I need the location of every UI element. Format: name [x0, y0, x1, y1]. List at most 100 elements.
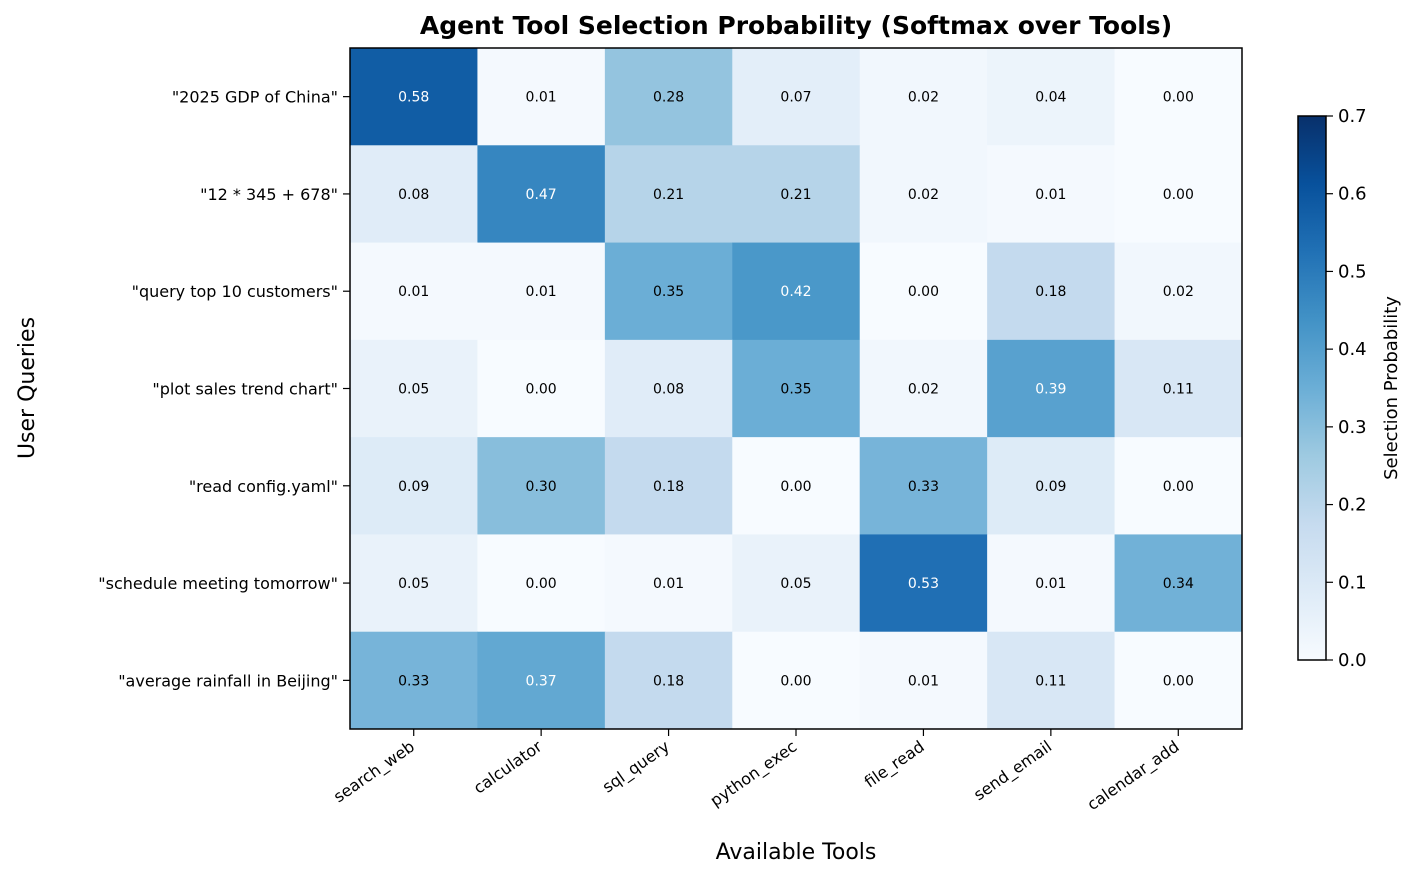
cell-value-label: 0.09: [398, 479, 429, 495]
cell-value-label: 0.00: [1163, 187, 1194, 203]
x-tick-label: calendar_add: [1083, 737, 1183, 815]
heatmap-cell: [604, 145, 733, 244]
cell-value-label: 0.00: [526, 382, 557, 398]
cell-value-label: 0.00: [908, 284, 939, 300]
colorbar-label: Selection Probability: [1381, 296, 1402, 480]
cell-value-label: 0.02: [908, 187, 939, 203]
heatmap-cell: [732, 339, 861, 438]
cell-value-label: 0.04: [1035, 90, 1066, 106]
heatmap-cell: [604, 339, 733, 438]
cell-value-label: 0.01: [526, 284, 557, 300]
cell-value-label: 0.30: [526, 479, 557, 495]
heatmap-cell: [477, 631, 606, 730]
heatmap-cell: [1114, 48, 1243, 146]
heatmap-cell: [1114, 631, 1243, 730]
colorbar-ticks: 0.0 0.1 0.2 0.3 0.4 0.5 0.6 0.7: [1326, 106, 1367, 671]
heatmap-cell: [350, 437, 478, 535]
cell-value-label: 0.00: [1163, 673, 1194, 689]
colorbar-tick-label: 0.4: [1338, 339, 1367, 360]
heatmap-cell: [1114, 437, 1243, 535]
y-tick-label: "plot sales trend chart": [152, 380, 338, 399]
cell-value-label: 0.05: [398, 576, 429, 592]
cell-value-label: 0.33: [398, 673, 429, 689]
cell-value-label: 0.21: [653, 187, 684, 203]
heatmap-cell: [859, 145, 988, 244]
colorbar: [1298, 116, 1326, 660]
colorbar-tick-label: 0.3: [1338, 417, 1367, 438]
colorbar-tick-label: 0.0: [1338, 650, 1367, 671]
heatmap-cell: [350, 242, 478, 341]
cell-value-label: 0.01: [1035, 576, 1066, 592]
cell-value-label: 0.28: [653, 90, 684, 106]
heatmap-cell: [732, 48, 861, 146]
cell-value-label: 0.18: [1035, 284, 1066, 300]
cell-value-label: 0.00: [526, 576, 557, 592]
cell-value-label: 0.02: [1163, 284, 1194, 300]
cell-value-label: 0.00: [780, 673, 811, 689]
heatmap-cell: [987, 242, 1116, 341]
heatmap-cells: [350, 48, 1243, 730]
cell-value-label: 0.01: [526, 90, 557, 106]
cell-value-label: 0.21: [780, 187, 811, 203]
cell-value-label: 0.00: [780, 479, 811, 495]
cell-value-label: 0.09: [1035, 479, 1066, 495]
heatmap-cell: [477, 437, 606, 535]
x-tick-label: calculator: [470, 736, 546, 797]
heatmap-cell: [987, 339, 1116, 438]
heatmap-cell: [859, 48, 988, 146]
cell-value-label: 0.02: [908, 382, 939, 398]
cell-value-label: 0.05: [398, 382, 429, 398]
cell-value-label: 0.35: [653, 284, 684, 300]
colorbar-tick-label: 0.6: [1338, 184, 1367, 205]
cell-value-label: 0.11: [1163, 382, 1194, 398]
cell-value-label: 0.08: [398, 187, 429, 203]
heatmap-cell: [859, 339, 988, 438]
heatmap-cell: [732, 145, 861, 244]
heatmap-cell: [604, 631, 733, 730]
cell-value-label: 0.00: [1163, 479, 1194, 495]
heatmap-cell: [1114, 534, 1243, 633]
x-tick-label: python_exec: [707, 737, 801, 811]
colorbar-frame: [1297, 115, 1327, 661]
cell-value-label: 0.11: [1035, 673, 1066, 689]
heatmap-cell: [987, 145, 1116, 244]
heatmap-cell: [477, 48, 606, 146]
cell-value-label: 0.33: [908, 479, 939, 495]
x-tick-label: search_web: [330, 737, 419, 807]
heatmap-cell: [477, 242, 606, 341]
cell-value-label: 0.58: [398, 90, 429, 106]
heatmap-cell: [732, 534, 861, 633]
heatmap-cell: [604, 534, 733, 633]
cell-value-label: 0.07: [780, 90, 811, 106]
cell-value-label: 0.18: [653, 673, 684, 689]
heatmap-cell: [732, 437, 861, 535]
heatmap-cell: [604, 242, 733, 341]
cell-value-label: 0.00: [1163, 90, 1194, 106]
cell-value-label: 0.01: [1035, 187, 1066, 203]
heatmap-cell: [987, 631, 1116, 730]
heatmap-cell: [987, 534, 1116, 633]
cell-value-label: 0.01: [398, 284, 429, 300]
y-tick-label: "query top 10 customers": [132, 282, 338, 301]
heatmap-cell: [477, 145, 606, 244]
y-tick-label: "average rainfall in Beijing": [118, 671, 338, 690]
heatmap-cell: [732, 631, 861, 730]
y-axis-label: User Queries: [15, 317, 40, 459]
cell-value-label: 0.47: [526, 187, 557, 203]
heatmap-cell: [1114, 339, 1243, 438]
heatmap-cell: [987, 437, 1116, 535]
x-axis-ticks: search_web calculator sql_query python_exec…: [330, 729, 1183, 815]
y-tick-label: "12 * 345 + 678": [200, 185, 338, 204]
cell-value-label: 0.39: [1035, 382, 1066, 398]
heatmap-cell: [604, 48, 733, 146]
heatmap-cell: [859, 437, 988, 535]
cell-value-label: 0.37: [526, 673, 557, 689]
heatmap-cell: [1114, 145, 1243, 244]
colorbar-tick-label: 0.7: [1338, 106, 1367, 127]
cell-value-label: 0.35: [780, 382, 811, 398]
heatmap-cell: [350, 48, 478, 146]
cell-value-label: 0.53: [908, 576, 939, 592]
heatmap-cell: [350, 534, 478, 633]
heatmap-cell: [350, 145, 478, 244]
x-tick-label: sql_query: [599, 737, 674, 798]
